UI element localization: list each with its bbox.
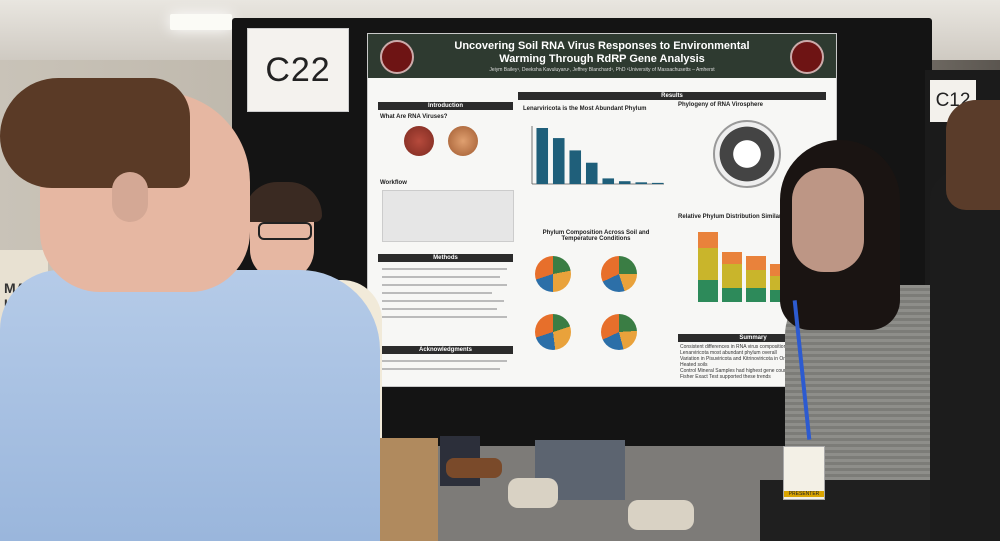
composition-heading: Phylum Composition Across Soil and Tempe… <box>542 230 650 242</box>
text-line <box>382 368 500 370</box>
text-line <box>382 360 507 362</box>
woman-hair <box>244 182 322 222</box>
summary-list: Consistent differences in RNA virus comp… <box>680 344 828 380</box>
poster-title-line1: Uncovering Soil RNA Virus Responses to E… <box>454 40 750 52</box>
acknowledgments-heading: Acknowledgments <box>378 346 513 354</box>
summary-item: Lenarviricota most abundant phylum overa… <box>680 350 777 356</box>
relative-distribution-heading: Relative Phylum Distribution Similar Amo… <box>678 214 804 220</box>
bar-series <box>536 128 664 184</box>
man-shirt <box>0 270 380 541</box>
introduction-heading: Introduction <box>378 102 513 110</box>
shoe <box>446 458 502 478</box>
pie-chart <box>601 256 637 292</box>
badge-text: PRESENTER <box>784 491 824 497</box>
poster-title: Uncovering Soil RNA Virus Responses to E… <box>428 40 776 66</box>
workflow-diagram <box>382 190 514 242</box>
man-ear <box>112 172 148 222</box>
sneaker <box>508 478 558 508</box>
stacked-bar-segment <box>746 288 766 302</box>
stacked-bar-segment <box>698 248 718 280</box>
presenter-face <box>792 168 864 272</box>
stacked-bar-segment <box>698 232 718 248</box>
research-poster: Uncovering Soil RNA Virus Responses to E… <box>367 33 837 387</box>
summary-item: Consistent differences in RNA virus comp… <box>680 344 787 350</box>
workflow-heading: Workflow <box>380 180 407 186</box>
summary-heading: Summary <box>678 334 828 342</box>
poster-authors: Jeiym Bailey¹, Deeksha Kavuluyaru¹, Jeff… <box>428 67 776 73</box>
bar <box>602 178 615 184</box>
text-line <box>382 268 507 270</box>
stacked-bar-chart <box>698 232 788 302</box>
what-are-heading: What Are RNA Viruses? <box>380 114 448 120</box>
university-seal-icon <box>380 40 414 74</box>
woman-pants <box>378 438 438 541</box>
summary-item: Variation in Pisuviricota and Kitrinovir… <box>680 356 797 362</box>
stacked-bar-segment <box>746 256 766 270</box>
bar <box>651 182 664 184</box>
results-heading: Results <box>518 92 826 100</box>
background-person-right <box>930 170 1000 541</box>
bar <box>569 150 582 184</box>
background-person-hair <box>946 100 1000 210</box>
phylogeny-heading: Phylogeny of RNA Virosphere <box>678 102 764 108</box>
booth-label-c22: C22 <box>247 28 349 112</box>
text-line <box>382 300 504 302</box>
bar <box>635 182 648 184</box>
bar <box>536 128 549 184</box>
virus-image-icon <box>404 126 434 156</box>
abundance-bar-chart <box>531 126 664 185</box>
ceiling-light <box>170 14 232 30</box>
summary-item: Control Mineral Samples had highest gene… <box>680 368 789 374</box>
stacked-bar-segment <box>698 280 718 302</box>
pie-chart <box>535 256 571 292</box>
sneaker <box>628 500 694 530</box>
university-seal-icon <box>790 40 824 74</box>
pie-chart <box>535 314 571 350</box>
stacked-bar-segment <box>722 252 742 264</box>
authors-text: Jeiym Bailey¹, Deeksha Kavuluyaru¹, Jeff… <box>489 67 626 73</box>
text-line <box>382 316 507 318</box>
stacked-bar-segment <box>722 288 742 302</box>
poster-title-line2: Warming Through RdRP Gene Analysis <box>499 53 705 65</box>
stacked-bar-segment <box>722 264 742 288</box>
bar <box>552 138 565 184</box>
phylogenetic-tree-icon <box>713 120 781 188</box>
summary-item: Fisher Exact Test supported these trends <box>680 374 771 380</box>
affiliation-text: ¹University of Massachusetts – Amherst <box>626 67 715 73</box>
name-badge: PRESENTER <box>783 446 825 500</box>
stacked-bar-segment <box>746 270 766 288</box>
eyeglasses-icon <box>258 222 312 240</box>
virus-image-icon <box>448 126 478 156</box>
text-line <box>382 284 507 286</box>
bar <box>585 162 598 184</box>
bar <box>618 181 631 184</box>
text-line <box>382 276 500 278</box>
lenarviricota-heading: Lenarviricota is the Most Abundant Phylu… <box>523 106 647 112</box>
summary-item: Heated soils <box>680 362 708 368</box>
poster-header: Uncovering Soil RNA Virus Responses to E… <box>368 34 836 78</box>
man-hair <box>0 78 190 188</box>
text-line <box>382 308 497 310</box>
methods-heading: Methods <box>378 254 513 262</box>
pie-chart <box>601 314 637 350</box>
text-line <box>382 292 492 294</box>
